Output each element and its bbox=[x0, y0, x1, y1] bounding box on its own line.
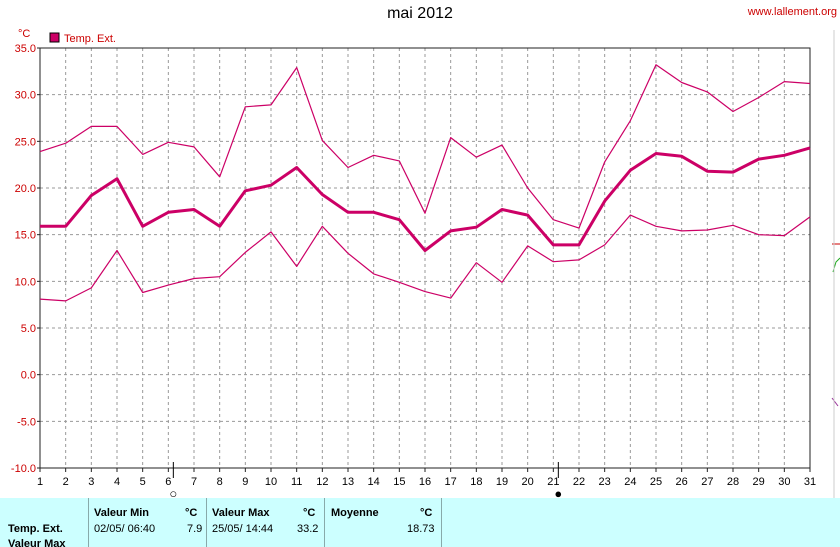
moon-phase-icon: ● bbox=[554, 486, 562, 498]
y-tick-label: 35.0 bbox=[15, 43, 36, 55]
x-tick-label: 27 bbox=[701, 476, 713, 488]
row-label-temp-ext: Temp. Ext. bbox=[8, 523, 63, 535]
y-tick-label: 15.0 bbox=[15, 230, 36, 242]
x-tick-label: 11 bbox=[291, 476, 302, 488]
mean-column: Moyenne °C 18.73 bbox=[324, 498, 442, 547]
temperature-chart: 35.0 30.0 25.0 20.0 15.0 10.0 5.0 0.0 -5.0 -10.0 °… bbox=[11, 28, 840, 498]
moon-phase-icon: ○ bbox=[169, 486, 177, 498]
stats-table: Temp. Ext. Valeur Max Valeur Min °C 02/0… bbox=[0, 498, 840, 547]
min-unit: °C bbox=[185, 507, 198, 519]
y-tick-label: 25.0 bbox=[15, 136, 36, 148]
x-tick-label: 16 bbox=[419, 476, 431, 488]
x-tick-label: 18 bbox=[470, 476, 482, 488]
min-column: Valeur Min °C 02/05/ 06:40 7.9 bbox=[88, 498, 206, 547]
x-tick-label: 17 bbox=[445, 476, 457, 488]
max-header: Valeur Max bbox=[212, 507, 270, 519]
max-unit: °C bbox=[303, 507, 316, 519]
x-tick-label: 8 bbox=[217, 476, 223, 488]
min-value: 7.9 bbox=[187, 523, 203, 535]
right-edge-curve bbox=[831, 397, 839, 407]
mean-unit: °C bbox=[420, 507, 433, 519]
legend-swatch bbox=[49, 32, 60, 43]
x-tick-label: 19 bbox=[496, 476, 508, 488]
mean-value: 18.73 bbox=[407, 523, 435, 535]
x-tick-label: 2 bbox=[63, 476, 69, 488]
x-tick-label: 24 bbox=[624, 476, 636, 488]
y-tick-label: 5.0 bbox=[21, 323, 36, 335]
x-tick-label: 13 bbox=[342, 476, 354, 488]
y-axis-unit: °C bbox=[18, 28, 30, 40]
x-tick-label: 10 bbox=[265, 476, 277, 488]
max-value: 33.2 bbox=[297, 523, 319, 535]
x-tick-label: 30 bbox=[778, 476, 790, 488]
y-tick-label: 30.0 bbox=[15, 90, 36, 102]
y-tick-label: -10.0 bbox=[11, 463, 36, 475]
x-tick-label: 25 bbox=[650, 476, 662, 488]
x-tick-label: 14 bbox=[368, 476, 380, 488]
y-tick-label: 0.0 bbox=[21, 370, 36, 382]
x-tick-label: 28 bbox=[727, 476, 739, 488]
x-tick-label: 29 bbox=[753, 476, 765, 488]
legend-label: Temp. Ext. bbox=[64, 33, 116, 45]
x-tick-label: 6 bbox=[165, 476, 171, 488]
x-tick-label: 7 bbox=[191, 476, 197, 488]
max-column: Valeur Max °C 25/05/ 14:44 33.2 bbox=[206, 498, 324, 547]
x-tick-label: 4 bbox=[114, 476, 120, 488]
x-tick-label: 31 bbox=[804, 476, 816, 488]
x-tick-label: 3 bbox=[88, 476, 94, 488]
website-link[interactable]: www.lallement.org bbox=[747, 6, 837, 18]
x-tick-label: 9 bbox=[242, 476, 248, 488]
x-tick-label: 22 bbox=[573, 476, 585, 488]
series-line-mean bbox=[40, 146, 811, 252]
x-tick-label: 15 bbox=[393, 476, 405, 488]
y-tick-label: 20.0 bbox=[15, 183, 36, 195]
x-tick-label: 20 bbox=[522, 476, 534, 488]
row-label-valeur-max: Valeur Max bbox=[8, 538, 66, 547]
y-tick-label: 10.0 bbox=[15, 276, 36, 288]
x-tick-label: 23 bbox=[599, 476, 611, 488]
x-tick-label: 26 bbox=[676, 476, 688, 488]
series-line-min bbox=[39, 214, 811, 302]
x-tick-label: 12 bbox=[316, 476, 328, 488]
page-title: mai 2012 bbox=[387, 5, 453, 22]
series-line-max bbox=[39, 64, 811, 229]
max-date: 25/05/ 14:44 bbox=[212, 523, 274, 535]
mean-header: Moyenne bbox=[331, 507, 379, 519]
x-tick-label: 21 bbox=[547, 476, 559, 488]
y-tick-label: -5.0 bbox=[17, 416, 36, 428]
min-date: 02/05/ 06:40 bbox=[94, 523, 156, 535]
x-tick-label: 5 bbox=[140, 476, 146, 488]
x-tick-label: 1 bbox=[37, 476, 43, 488]
min-header: Valeur Min bbox=[94, 507, 150, 519]
